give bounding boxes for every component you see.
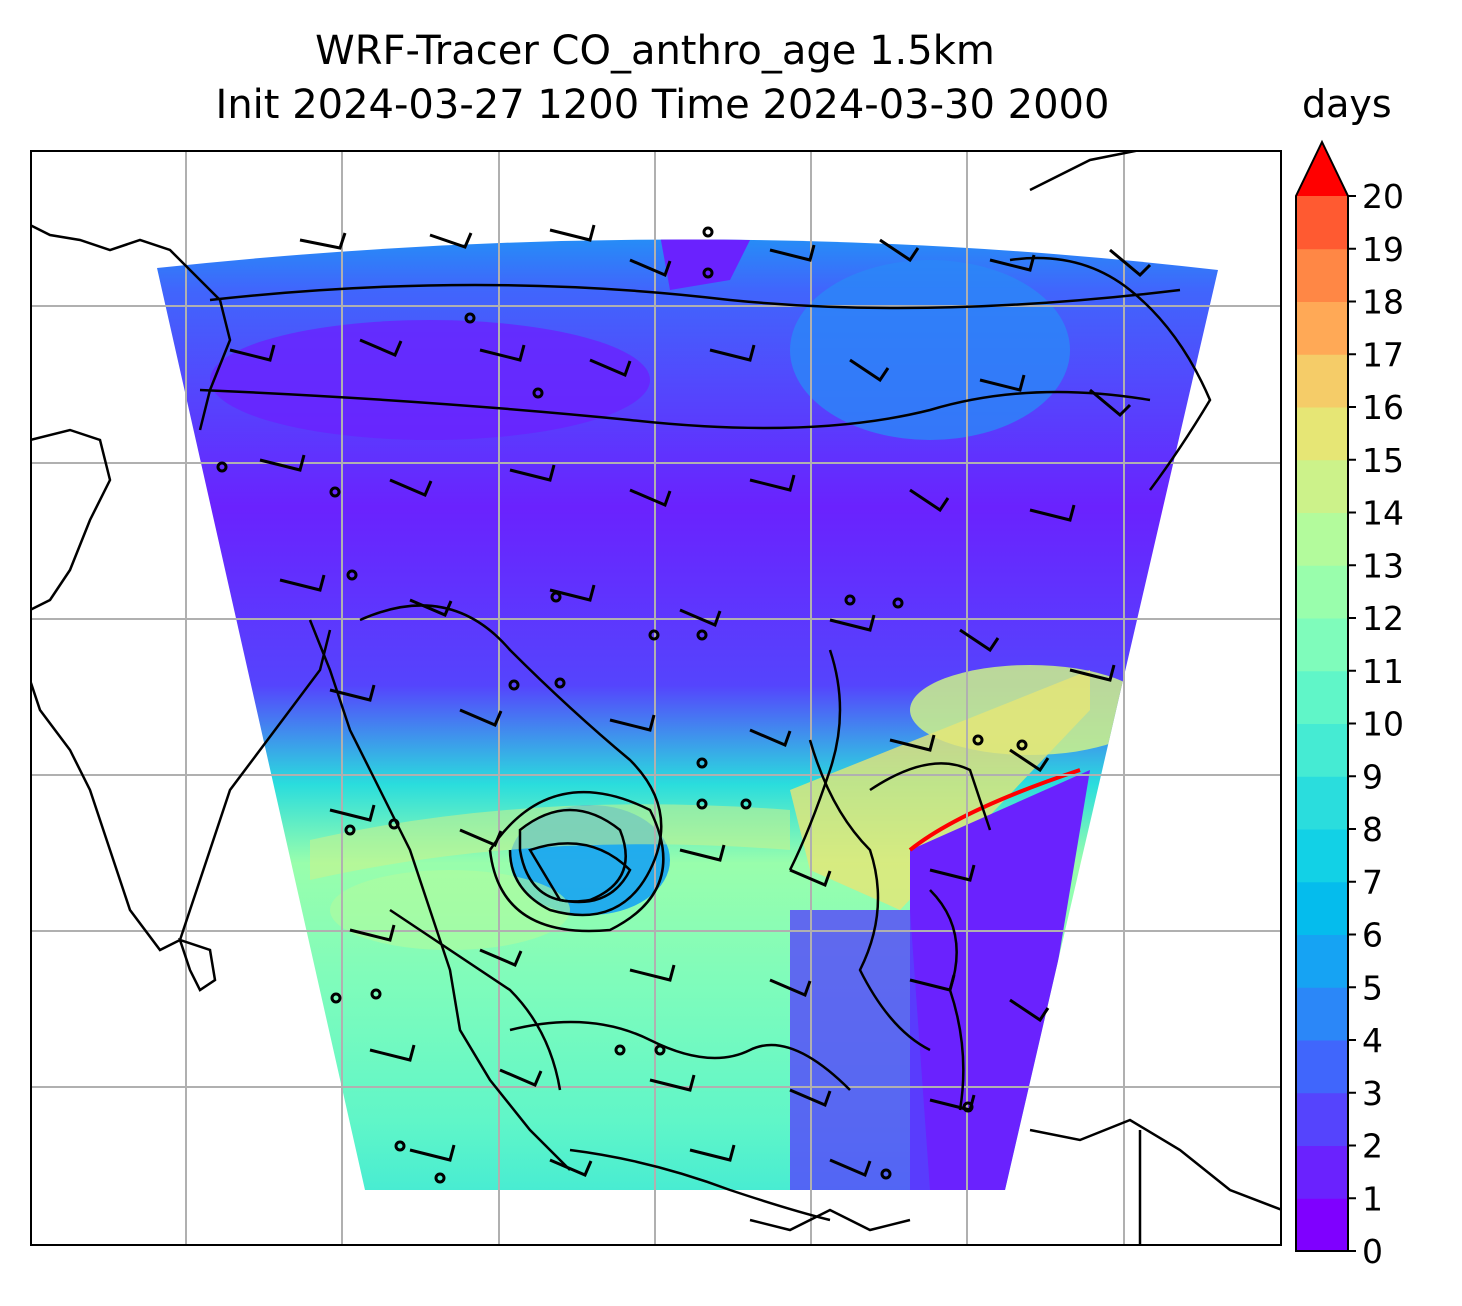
colorbar-tick-label: 0 [1362, 1232, 1383, 1270]
colorbar-band [1296, 196, 1348, 250]
colorbar-tick-label: 1 [1362, 1179, 1383, 1218]
colorbar-tick-label: 3 [1362, 1074, 1383, 1113]
gridlines [30, 150, 1282, 1246]
chart-title-line1: WRF-Tracer CO_anthro_age 1.5km [315, 28, 995, 74]
colorbar-band [1296, 407, 1348, 461]
colorbar-band [1296, 881, 1348, 935]
colorbar-extend-arrow [1296, 142, 1348, 196]
colorbar-tick-label: 20 [1362, 177, 1404, 216]
colorbar-tick-label: 9 [1362, 757, 1383, 796]
colorbar-outline [1295, 139, 1349, 1252]
colorbar-tick-label: 2 [1362, 1127, 1383, 1166]
wind-barbs [216, 224, 1152, 1184]
colorbar-tick-label: 4 [1362, 1021, 1383, 1060]
colorbar-band [1296, 301, 1348, 355]
colorbar-tick-label: 18 [1362, 283, 1404, 322]
colorbar-band [1296, 1145, 1348, 1199]
colorbar-band [1296, 829, 1348, 883]
colorbar-tick-label: 19 [1362, 230, 1404, 269]
colorbar-tick-label: 11 [1362, 652, 1404, 691]
colorbar-band [1296, 1198, 1348, 1252]
map-panel [30, 150, 1282, 1246]
colorbar-band [1296, 1040, 1348, 1094]
colorbar-band [1296, 354, 1348, 408]
colorbar-band [1296, 459, 1348, 513]
colorbar-band [1296, 618, 1348, 672]
colorbar-tick-label: 8 [1362, 810, 1383, 849]
colorbar-tick-label: 15 [1362, 441, 1404, 480]
colorbar-unit-label: days [1302, 82, 1392, 126]
colorbar-band [1296, 512, 1348, 566]
colorbar-band [1296, 1092, 1348, 1146]
colorbar-band [1296, 934, 1348, 988]
colorbar-band [1296, 248, 1348, 302]
chart-title-line2: Init 2024-03-27 1200 Time 2024-03-30 200… [215, 82, 1110, 128]
colorbar-tick-label: 17 [1362, 335, 1404, 374]
colorbar-tick-label: 13 [1362, 546, 1404, 585]
colorbar-tick-label: 14 [1362, 494, 1404, 533]
colorbar-tick-label: 6 [1362, 916, 1383, 955]
colorbar-tick-label: 10 [1362, 705, 1404, 744]
colorbar-tick-label: 7 [1362, 863, 1383, 902]
colorbar-band [1296, 987, 1348, 1041]
colorbar-tick-label: 12 [1362, 599, 1404, 638]
colorbar-band [1296, 776, 1348, 830]
colorbar-band [1296, 565, 1348, 619]
contour-lines [199, 283, 1181, 1091]
map-frame [30, 150, 1282, 1246]
colorbar-bands [1296, 142, 1348, 1252]
colorbar-band [1296, 670, 1348, 724]
coastlines [30, 150, 1282, 1246]
colorbar-tick-label: 5 [1362, 968, 1383, 1007]
colorbar-tick-label: 16 [1362, 388, 1404, 427]
colorbar-band [1296, 723, 1348, 777]
